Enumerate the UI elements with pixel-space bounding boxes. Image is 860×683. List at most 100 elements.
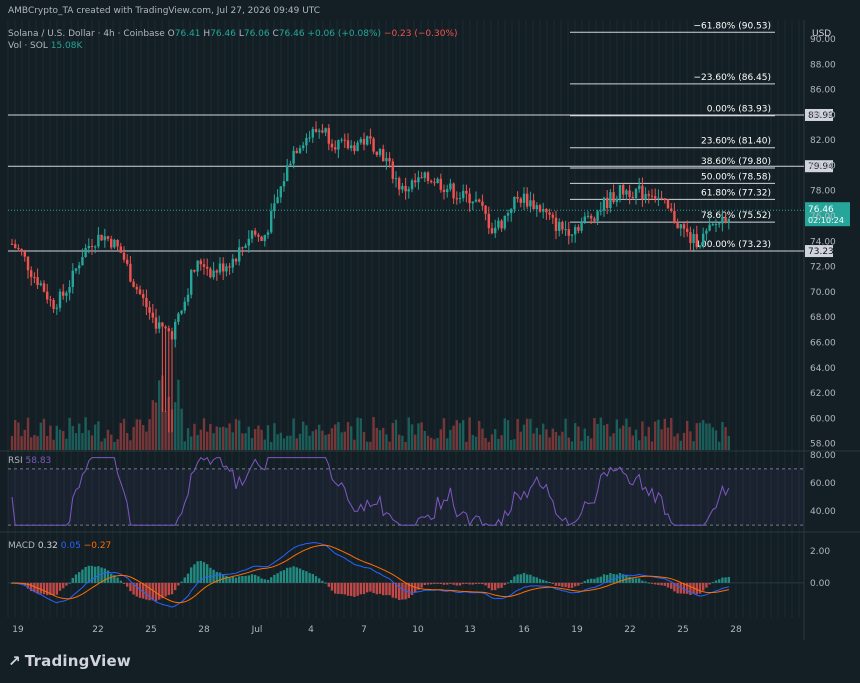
candle-body	[606, 197, 609, 208]
volume-bar	[410, 424, 414, 450]
macd-histogram-bar	[337, 582, 340, 594]
candle-body	[78, 265, 81, 269]
volume-bar	[666, 427, 670, 450]
macd-histogram-bar	[161, 582, 164, 599]
macd-histogram-bar	[74, 574, 78, 583]
macd-histogram-bar	[39, 582, 42, 594]
rsi-tick-label: 80.00	[810, 451, 836, 461]
volume-bar	[407, 417, 410, 450]
volume-bar	[340, 432, 343, 450]
volume-value: 15.08K	[50, 41, 83, 51]
macd-histogram-bar	[327, 582, 330, 587]
candle-body	[375, 151, 378, 155]
volume-bar	[574, 423, 577, 450]
volume-bar	[330, 428, 334, 450]
chart-grid	[0, 20, 860, 640]
candle-body	[622, 184, 625, 195]
macd-tick-label: 0.00	[810, 579, 830, 589]
macd-histogram-bar	[295, 567, 298, 583]
open-label: O	[167, 29, 175, 39]
volume-bar	[628, 426, 631, 450]
macd-histogram-bar	[26, 582, 30, 589]
time-tick-label: 13	[464, 625, 475, 635]
candle-body	[324, 128, 327, 133]
time-tick-label: 19	[571, 625, 583, 635]
candle-body	[87, 246, 90, 249]
candle-body	[305, 137, 308, 146]
macd-histogram-bar	[532, 576, 535, 583]
candle-body	[580, 221, 583, 231]
macd-histogram-bar	[302, 570, 305, 583]
price-tick-label: 82.00	[810, 136, 836, 146]
macd-histogram-bar	[148, 582, 151, 601]
macd-histogram-bar	[238, 576, 241, 583]
macd-histogram-bar	[68, 582, 71, 584]
volume-bar	[292, 418, 295, 450]
volume-bar	[353, 439, 356, 450]
candle-body	[222, 263, 225, 272]
candle-body	[618, 184, 622, 199]
volume-bar	[138, 419, 142, 450]
candle-body	[420, 177, 423, 179]
price-tick-label: 60.00	[810, 414, 836, 424]
volume-bar	[682, 432, 686, 450]
macd-histogram-bar	[97, 566, 100, 583]
candle-body	[625, 190, 628, 195]
volume-bar	[346, 422, 350, 450]
macd-histogram-bar	[186, 573, 190, 583]
volume-bar	[174, 402, 177, 450]
price-tick-label: 88.00	[810, 60, 836, 70]
last-price-label: 76.46	[808, 205, 834, 215]
volume-bar	[590, 438, 593, 450]
candle-body	[46, 291, 49, 300]
volume-bar	[542, 423, 545, 450]
fib-level-label: 0.00% (83.93)	[707, 105, 771, 115]
candle-body	[657, 197, 660, 199]
volume-bar	[94, 424, 97, 450]
candle-body	[234, 258, 238, 262]
volume-bar	[490, 434, 494, 450]
volume-bar	[186, 428, 190, 450]
macd-histogram-bar	[81, 569, 84, 583]
candle-body	[106, 236, 110, 239]
macd-histogram-bar	[276, 573, 279, 583]
volume-bar	[519, 431, 522, 450]
macd-histogram-bar	[551, 582, 554, 584]
macd-histogram-bar	[468, 582, 471, 585]
candle-body	[519, 198, 522, 203]
candle-body	[634, 188, 638, 199]
macd-histogram-bar	[78, 572, 81, 583]
candle-body	[362, 139, 366, 145]
macd-signal-line	[11, 544, 729, 604]
candle-body	[410, 180, 414, 190]
candle-body	[260, 236, 263, 242]
currency-label: USD	[812, 29, 832, 39]
volume-bar	[158, 380, 161, 450]
volume-bar	[417, 423, 420, 450]
macd-histogram-bar	[606, 574, 609, 583]
macd-histogram-bar	[138, 582, 142, 598]
candle-body	[545, 209, 548, 213]
volume-bar	[350, 426, 353, 450]
candle-body	[250, 230, 254, 239]
fib-level-label: −61.80% (90.53)	[693, 21, 771, 31]
candle-body	[471, 201, 474, 204]
volume-bar	[689, 431, 692, 450]
macd-signal-value: 0.05	[60, 541, 81, 551]
macd-histogram-bar	[174, 582, 177, 591]
macd-histogram-bar	[513, 576, 516, 583]
volume-bar	[394, 419, 398, 450]
volume-bar	[202, 418, 206, 450]
candle-body	[100, 234, 103, 241]
candle-body	[631, 196, 634, 199]
candle-body	[263, 234, 266, 242]
macd-histogram-bar	[298, 568, 302, 583]
volume-bar	[673, 436, 676, 450]
macd-histogram-bar	[100, 567, 103, 583]
volume-bar	[452, 425, 455, 450]
macd-histogram-bar	[439, 582, 442, 584]
volume-bar	[458, 423, 462, 450]
macd-histogram-bar	[209, 567, 212, 583]
candle-body	[23, 251, 26, 257]
